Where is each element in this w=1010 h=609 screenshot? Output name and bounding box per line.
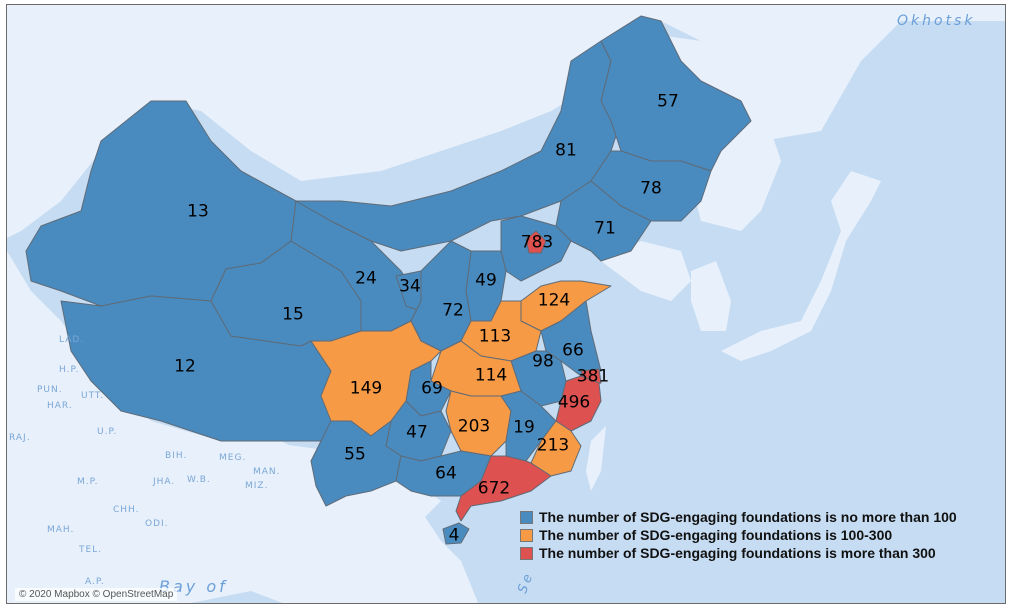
value-label-zhejiang: 496 xyxy=(557,392,591,413)
region-beijing xyxy=(525,230,547,254)
place-label-mp: M.P. xyxy=(77,477,99,487)
value-label-jiangxi: 19 xyxy=(513,417,535,438)
map-frame[interactable]: Okhotsk Bay of Se LAD. H.P. PUN. UTT. HA… xyxy=(6,4,1006,604)
value-label-shandong: 124 xyxy=(537,290,571,311)
value-label-xizang: 12 xyxy=(174,356,196,377)
value-label-hubei: 114 xyxy=(474,365,508,386)
value-label-hainan: 4 xyxy=(448,525,460,546)
place-label-tel: TEL. xyxy=(79,545,103,555)
place-label-bih: BIH. xyxy=(165,451,188,461)
region-yunnan xyxy=(310,420,402,507)
place-label-hp: H.P. xyxy=(59,365,80,375)
place-label-man: MAN. xyxy=(253,467,281,477)
place-label-lad: LAD. xyxy=(59,335,85,345)
place-label-ap: A.P. xyxy=(85,577,105,587)
legend-label-low: The number of SDG-engaging foundations i… xyxy=(539,509,957,525)
legend-swatch-low xyxy=(520,510,533,524)
place-label-chh: CHH. xyxy=(113,505,140,515)
place-label-wb: W.B. xyxy=(187,475,211,485)
place-label-mah: MAH. xyxy=(47,525,75,535)
value-label-gansu: 24 xyxy=(355,268,377,289)
region-guangdong xyxy=(455,455,552,522)
value-label-guangxi: 64 xyxy=(435,463,457,484)
place-label-miz: MIZ. xyxy=(245,481,269,491)
place-label-raj: RAJ. xyxy=(9,433,31,443)
value-label-anhui: 98 xyxy=(532,351,554,372)
region-sichuan xyxy=(310,320,442,437)
place-label-meg: MEG. xyxy=(219,453,247,463)
place-label-pun: PUN. xyxy=(37,385,63,395)
value-label-guizhou: 47 xyxy=(406,422,428,443)
place-label-up: U.P. xyxy=(97,427,118,437)
value-label-jilin: 78 xyxy=(640,178,662,199)
place-label-har: HAR. xyxy=(47,401,73,411)
region-hainan xyxy=(442,522,470,545)
place-label-jha: JHA. xyxy=(153,477,176,487)
value-label-chongqing: 69 xyxy=(421,378,443,399)
value-label-jiangsu: 66 xyxy=(562,340,584,361)
place-label-odi: ODI. xyxy=(145,519,169,529)
value-label-yunnan: 55 xyxy=(344,444,366,465)
value-label-sichuan: 149 xyxy=(349,378,383,399)
region-hunan xyxy=(445,390,512,457)
value-label-neimenggu: 81 xyxy=(555,140,577,161)
place-label-utt: UTT. xyxy=(81,391,105,401)
value-label-xinjiang: 13 xyxy=(187,201,209,222)
region-jiangxi xyxy=(500,390,557,462)
legend-swatch-mid xyxy=(520,528,533,542)
legend-label-mid: The number of SDG-engaging foundations i… xyxy=(539,527,893,543)
sea-label-okhotsk: Okhotsk xyxy=(897,13,976,29)
value-label-shanxi: 49 xyxy=(475,270,497,291)
legend-label-high: The number of SDG-engaging foundations i… xyxy=(539,545,936,561)
map-legend: The number of SDG-engaging foundations i… xyxy=(520,508,957,562)
value-label-qinghai: 15 xyxy=(282,304,304,325)
value-label-henan: 113 xyxy=(478,326,512,347)
value-label-guangdong: 672 xyxy=(477,478,511,499)
map-attribution[interactable]: © 2020 Mapbox © OpenStreetMap xyxy=(15,588,178,601)
legend-item-mid: The number of SDG-engaging foundations i… xyxy=(520,526,957,544)
legend-item-low: The number of SDG-engaging foundations i… xyxy=(520,508,957,526)
value-label-shaanxi: 72 xyxy=(442,300,464,321)
value-label-fujian: 213 xyxy=(536,435,570,456)
value-label-shanghai: 381 xyxy=(576,366,610,387)
legend-swatch-high xyxy=(520,546,533,560)
value-label-ningxia: 34 xyxy=(399,276,421,297)
region-heilongjiang xyxy=(600,15,752,172)
value-label-beijing: 783 xyxy=(520,232,554,253)
map-canvas[interactable] xyxy=(7,5,1005,603)
value-label-heilongjiang: 57 xyxy=(657,91,679,112)
value-label-hunan: 203 xyxy=(457,416,491,437)
value-label-liaoning: 71 xyxy=(594,218,616,239)
legend-item-high: The number of SDG-engaging foundations i… xyxy=(520,544,957,562)
